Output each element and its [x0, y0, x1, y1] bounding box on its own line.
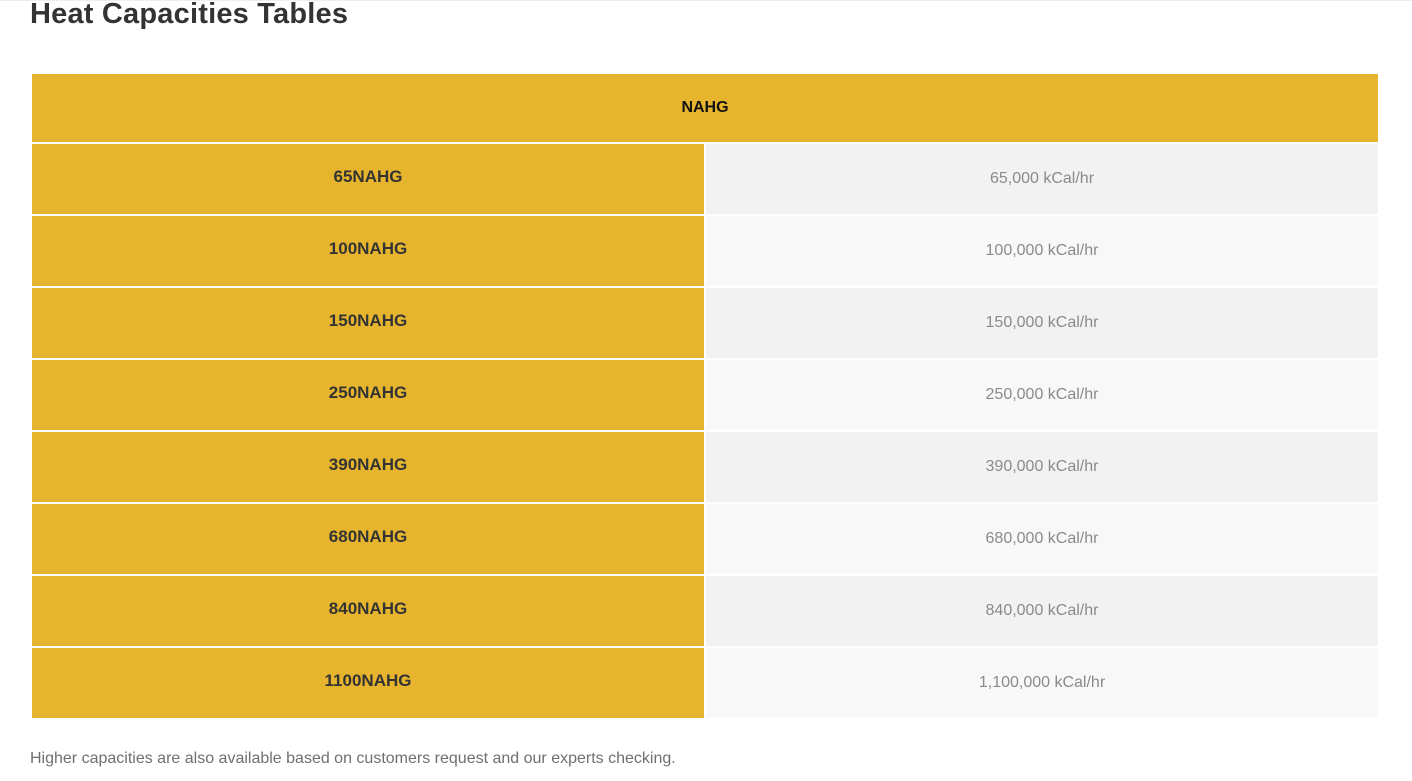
model-cell: 390NAHG	[32, 432, 704, 502]
table-header-nahg: NAHG	[32, 74, 1378, 142]
model-label: 65NAHG	[333, 167, 403, 186]
table-row: 65NAHG 65,000 kCal/hr	[32, 144, 1378, 214]
model-cell: 65NAHG	[32, 144, 704, 214]
table-row: 680NAHG 680,000 kCal/hr	[32, 504, 1378, 574]
model-cell: 150NAHG	[32, 288, 704, 358]
page-title: Heat Capacities Tables	[30, 0, 349, 30]
table-row: 390NAHG 390,000 kCal/hr	[32, 432, 1378, 502]
table-header-row: NAHG	[32, 74, 1378, 142]
model-label: 680NAHG	[328, 527, 408, 546]
capacity-cell: 680,000 kCal/hr	[706, 504, 1378, 574]
model-cell: 1100NAHG	[32, 648, 704, 718]
footnote: Higher capacities are also available bas…	[30, 750, 676, 767]
model-cell: 680NAHG	[32, 504, 704, 574]
table-row: 100NAHG 100,000 kCal/hr	[32, 216, 1378, 286]
table-row: 1100NAHG 1,100,000 kCal/hr	[32, 648, 1378, 718]
model-label: 250NAHG	[328, 383, 408, 402]
table-row: 840NAHG 840,000 kCal/hr	[32, 576, 1378, 646]
model-cell: 100NAHG	[32, 216, 704, 286]
table-row: 150NAHG 150,000 kCal/hr	[32, 288, 1378, 358]
model-label: 100NAHG	[328, 239, 408, 258]
model-label: 840NAHG	[328, 599, 408, 618]
capacity-cell: 840,000 kCal/hr	[706, 576, 1378, 646]
capacity-cell: 150,000 kCal/hr	[706, 288, 1378, 358]
heat-capacities-table: NAHG 65NAHG 65,000 kCal/hr 100NAHG 100,0…	[30, 72, 1380, 720]
capacity-cell: 390,000 kCal/hr	[706, 432, 1378, 502]
model-label: 390NAHG	[328, 455, 408, 474]
capacity-cell: 250,000 kCal/hr	[706, 360, 1378, 430]
capacity-cell: 1,100,000 kCal/hr	[706, 648, 1378, 718]
model-cell: 250NAHG	[32, 360, 704, 430]
model-cell: 840NAHG	[32, 576, 704, 646]
table-row: 250NAHG 250,000 kCal/hr	[32, 360, 1378, 430]
model-label: 1100NAHG	[324, 671, 412, 690]
capacity-cell: 65,000 kCal/hr	[706, 144, 1378, 214]
model-label: 150NAHG	[328, 311, 408, 330]
capacity-cell: 100,000 kCal/hr	[706, 216, 1378, 286]
top-divider	[0, 0, 1412, 1]
